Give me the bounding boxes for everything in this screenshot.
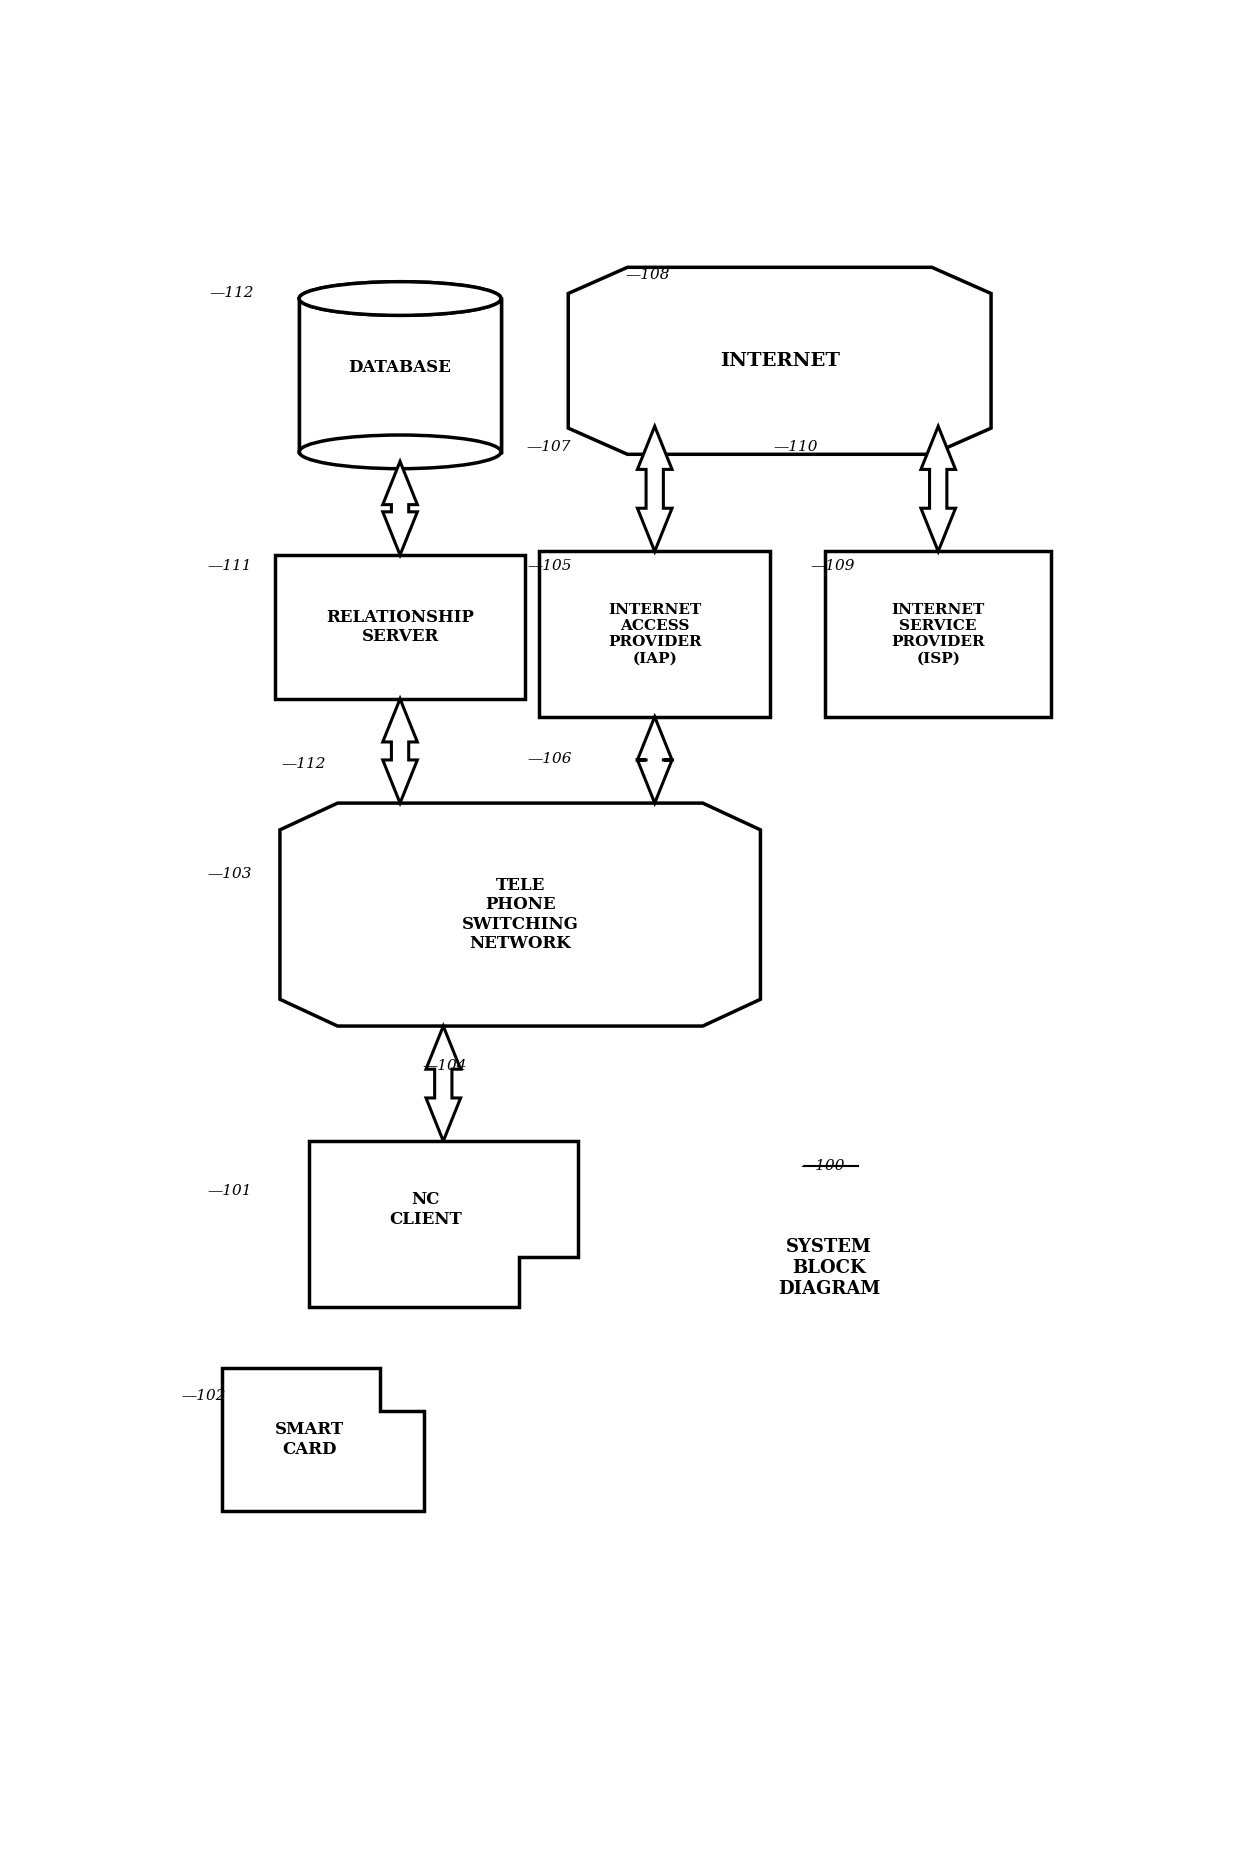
Text: SYSTEM
BLOCK
DIAGRAM: SYSTEM BLOCK DIAGRAM [777,1238,880,1298]
Text: DATABASE: DATABASE [348,359,451,377]
Text: INTERNET: INTERNET [719,351,839,370]
Text: INTERNET
SERVICE
PROVIDER
(ISP): INTERNET SERVICE PROVIDER (ISP) [892,603,985,665]
Text: —107: —107 [527,441,572,454]
Polygon shape [921,426,956,551]
Text: —110: —110 [773,441,817,454]
Text: —104: —104 [422,1059,466,1072]
Bar [299,299,501,452]
Ellipse shape [299,282,501,316]
Text: —112: —112 [281,757,326,770]
Polygon shape [222,1367,424,1511]
Polygon shape [383,699,418,803]
Text: —106: —106 [528,753,573,766]
Bar [539,551,770,717]
Text: —111: —111 [208,560,253,573]
Ellipse shape [299,282,501,316]
Bar [826,551,1052,717]
Polygon shape [568,267,991,454]
Polygon shape [637,426,672,551]
Bar [275,555,525,699]
Text: —112: —112 [210,286,254,301]
Polygon shape [637,717,672,803]
Text: INTERNET
ACCESS
PROVIDER
(IAP): INTERNET ACCESS PROVIDER (IAP) [608,603,702,665]
Text: —101: —101 [208,1184,253,1197]
Polygon shape [280,803,760,1026]
Text: —105: —105 [528,560,573,573]
Text: —102: —102 [181,1390,226,1403]
Text: TELE
PHONE
SWITCHING
NETWORK: TELE PHONE SWITCHING NETWORK [461,876,579,953]
Text: —103: —103 [208,867,253,882]
Polygon shape [309,1141,578,1306]
Polygon shape [383,461,418,555]
Text: NC
CLIENT: NC CLIENT [389,1192,463,1227]
Text: —108: —108 [626,267,671,282]
Ellipse shape [299,435,501,469]
Text: RELATIONSHIP
SERVER: RELATIONSHIP SERVER [326,609,474,644]
Text: SMART
CARD: SMART CARD [275,1422,345,1457]
Text: —109: —109 [811,560,854,573]
Polygon shape [427,1026,460,1141]
Text: —100: —100 [801,1160,846,1173]
